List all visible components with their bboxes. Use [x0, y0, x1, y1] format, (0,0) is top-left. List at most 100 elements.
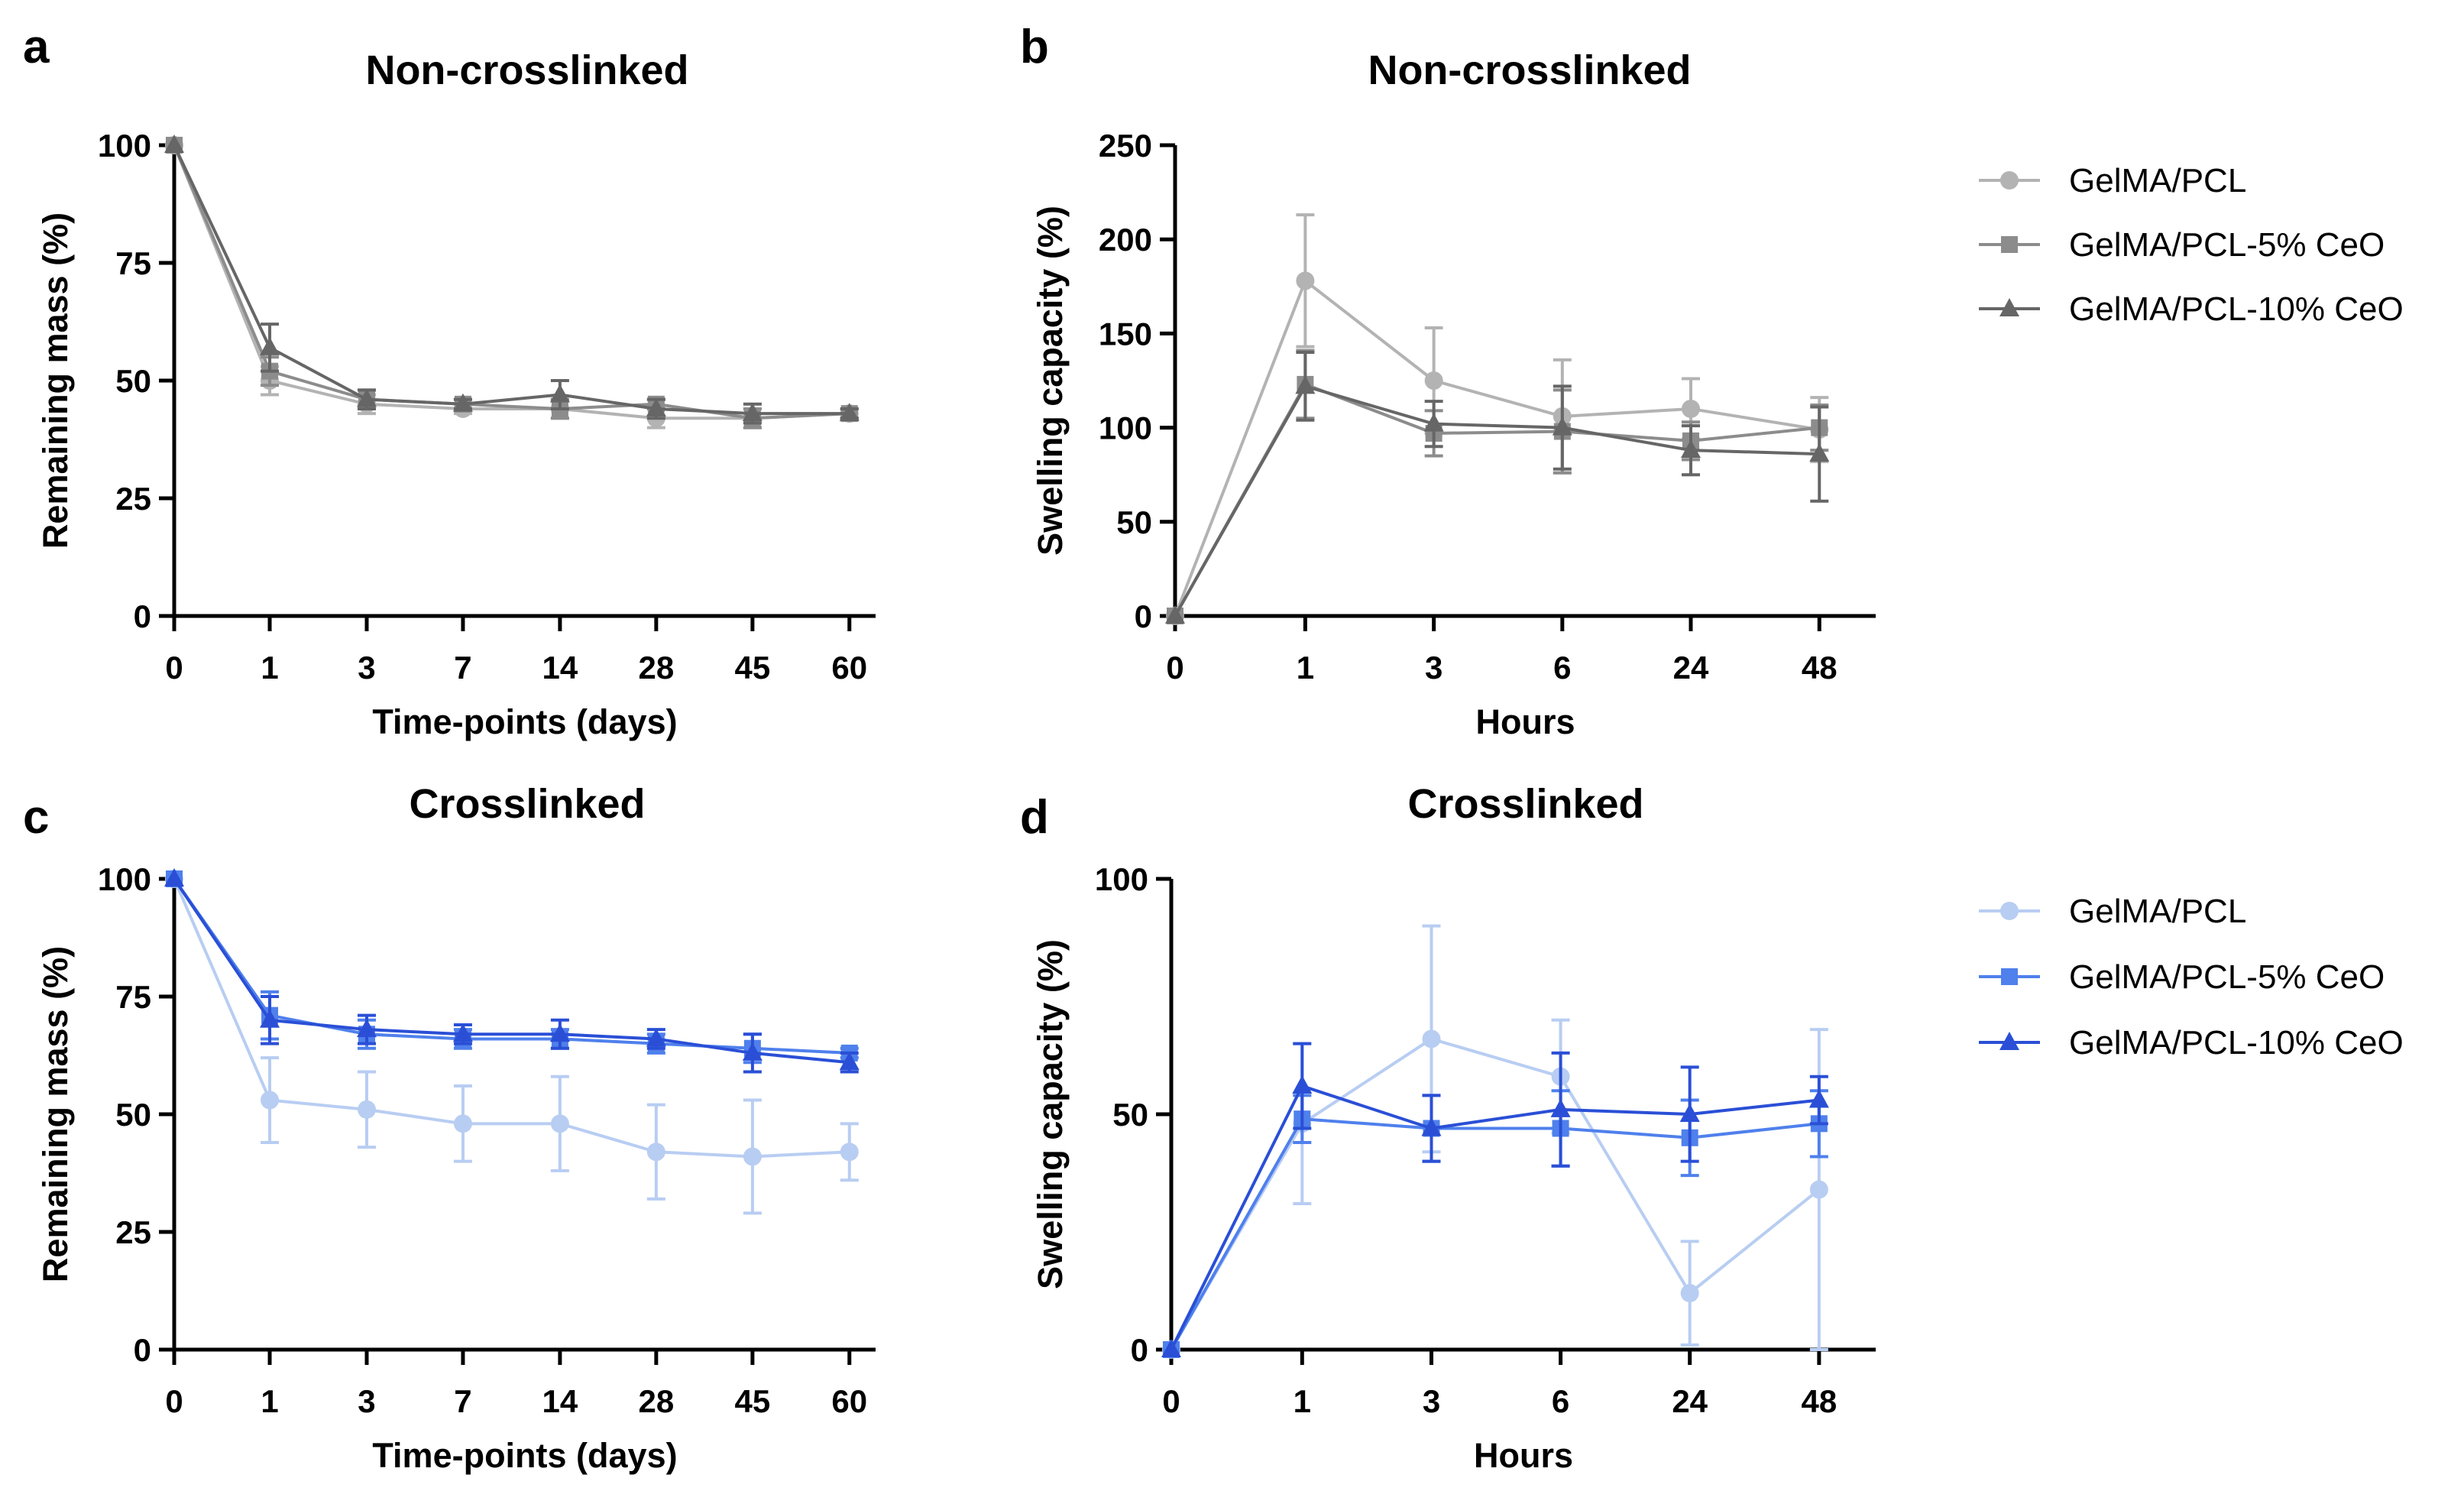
data-point [453, 1114, 472, 1133]
data-point [357, 1100, 376, 1119]
panel-letter: d [1020, 791, 1049, 844]
x-tick-label: 24 [1672, 1383, 1708, 1419]
series-line [1174, 384, 1820, 617]
chart-title: Non-crosslinked [365, 47, 688, 93]
series-gelma-pcl-5-ceo [1167, 348, 1829, 624]
x-tick-label: 1 [1294, 1383, 1311, 1419]
x-tick-label: 45 [735, 1383, 771, 1419]
x-tick-label: 28 [638, 650, 674, 686]
x-tick-label: 7 [454, 1383, 471, 1419]
data-point [1165, 605, 1185, 624]
x-tick-label: 3 [358, 1383, 375, 1419]
data-point [1682, 399, 1701, 418]
panel-letter: b [1020, 21, 1049, 73]
series-gelma-pcl-5-ceo [1163, 1089, 1828, 1358]
legend-item-gelma-pcl-5-ceo: GelMA/PCL-5% CeO [1979, 226, 2385, 264]
data-point [1161, 1339, 1181, 1357]
legend-label: GelMA/PCL-10% CeO [2069, 290, 2404, 328]
legend-marker [2001, 236, 2018, 253]
data-point [1421, 1117, 1442, 1136]
data-point [646, 397, 666, 417]
legend-marker [2000, 902, 2019, 920]
x-tick-label: 6 [1553, 650, 1571, 686]
series-line [1174, 278, 1820, 617]
data-point [260, 1009, 280, 1028]
series-line [1170, 1117, 1820, 1350]
data-point [260, 336, 280, 355]
data-point [839, 1052, 860, 1071]
y-tick-label: 0 [134, 598, 151, 634]
series-gelma-pcl [1166, 213, 1829, 625]
data-point [743, 1147, 762, 1166]
x-tick-label: 60 [831, 1383, 867, 1419]
legend-label: GelMA/PCL [2069, 162, 2246, 199]
series-line [1170, 1084, 1820, 1350]
x-tick-label: 28 [638, 1383, 674, 1419]
series-line [1170, 1037, 1821, 1351]
panel-b: b Non-crosslinked 0 50 100 150 200 250 0 1 3 6 24 48 H… [1020, 21, 2404, 741]
series-line [173, 144, 850, 416]
legend-marker [1999, 1032, 2019, 1050]
series-line [173, 877, 850, 1065]
data-point [840, 1143, 859, 1162]
x-tick-label: 1 [261, 650, 278, 686]
data-point [1424, 371, 1443, 390]
y-axis-label: Swelling capacity (%) [1031, 206, 1070, 556]
y-tick-label: 200 [1099, 222, 1152, 258]
y-axis-label: Remaining mass (%) [36, 946, 75, 1282]
legend-marker [2001, 968, 2018, 985]
series-line [173, 144, 850, 420]
legend-item-gelma-pcl-10-ceo: GelMA/PCL-10% CeO [1979, 290, 2404, 328]
x-axis-label: Hours [1475, 702, 1575, 741]
legend-item-gelma-pcl: GelMA/PCL [1979, 162, 2246, 199]
legend-item-gelma-pcl: GelMA/PCL [1979, 893, 2246, 930]
data-point [1680, 1284, 1699, 1303]
series-line [1174, 382, 1820, 617]
series-gelma-pcl-10-ceo [164, 135, 860, 425]
x-axis-label: Hours [1474, 1436, 1573, 1475]
x-tick-label: 1 [261, 1383, 278, 1419]
x-tick-label: 60 [831, 650, 867, 686]
data-point [1422, 1029, 1441, 1049]
y-tick-label: 0 [1131, 1332, 1148, 1368]
series-line [173, 878, 850, 1159]
data-point [1809, 443, 1830, 462]
panel-letter: a [23, 21, 50, 73]
data-point [839, 403, 860, 422]
legend-item-gelma-pcl-10-ceo: GelMA/PCL-10% CeO [1979, 1024, 2404, 1062]
series-line [173, 877, 850, 1055]
data-point [1552, 417, 1572, 436]
chart-title: Crosslinked [409, 781, 645, 827]
panel-letter: c [23, 791, 49, 844]
x-tick-label: 14 [542, 650, 578, 686]
data-point [646, 1143, 665, 1162]
y-tick-label: 100 [98, 861, 151, 897]
y-tick-label: 100 [1099, 410, 1152, 446]
data-point [1550, 1098, 1571, 1117]
y-tick-label: 25 [115, 481, 151, 517]
data-point [742, 403, 763, 422]
x-tick-label: 0 [165, 1383, 183, 1419]
data-point [646, 1028, 666, 1047]
data-point [742, 1042, 763, 1061]
y-tick-label: 150 [1099, 316, 1152, 352]
series-line [173, 144, 850, 420]
x-axis-label: Time-points (days) [372, 702, 677, 741]
x-tick-label: 6 [1552, 1383, 1569, 1419]
y-tick-label: 50 [115, 1097, 151, 1133]
x-tick-label: 3 [1425, 650, 1442, 686]
series-gelma-pcl-10-ceo [164, 868, 860, 1074]
x-tick-label: 0 [165, 650, 183, 686]
series-gelma-pcl-10-ceo [1161, 1042, 1829, 1357]
legend-item-gelma-pcl-5-ceo: GelMA/PCL-5% CeO [1979, 958, 2385, 996]
x-tick-label: 24 [1673, 650, 1709, 686]
x-tick-label: 0 [1166, 650, 1183, 686]
data-point [356, 1019, 377, 1038]
y-tick-label: 75 [115, 979, 151, 1015]
y-tick-label: 50 [1112, 1097, 1148, 1133]
data-point [1681, 439, 1701, 459]
legend-label: GelMA/PCL [2069, 893, 2246, 930]
chart-title: Crosslinked [1407, 781, 1643, 827]
legend-label: GelMA/PCL-10% CeO [2069, 1024, 2404, 1062]
